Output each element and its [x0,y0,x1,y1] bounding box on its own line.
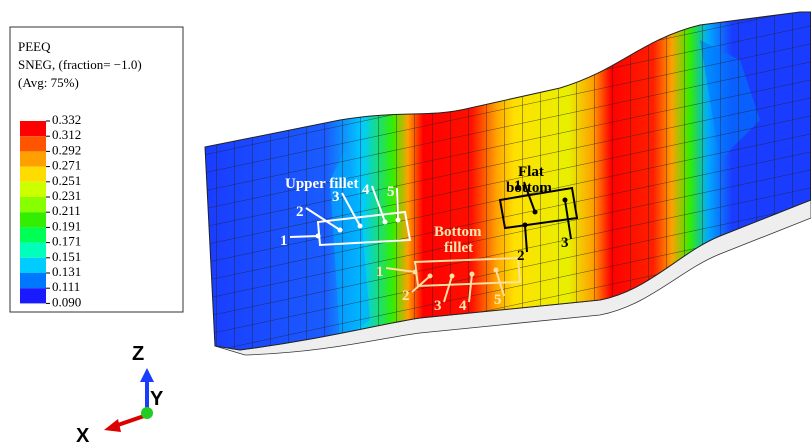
arrow-head [383,220,388,225]
legend-swatch [20,182,46,197]
pointer-arrow [397,188,398,220]
axis-y: Y [150,388,164,410]
arrow-head [413,270,418,275]
legend-swatch [20,121,46,136]
legend-title: (Avg: 75%) [18,75,79,90]
arrow-head [428,274,433,279]
legend-level: 0.251 [52,173,81,188]
legend-swatch [20,136,46,151]
legend-swatch [20,151,46,166]
point-label: 2 [296,204,304,220]
legend-level: 0.292 [52,142,81,157]
upper-fillet-label: Upper fillet [285,176,358,192]
legend-swatch [20,197,46,212]
legend-level: 0.151 [52,249,81,264]
bottom-fillet-label: fillet [444,240,473,256]
point-label: 5 [494,292,502,308]
legend-level: 0.332 [52,112,81,127]
axis-z: Z [132,343,144,365]
axis-x: X [76,425,90,444]
arrow-head [523,223,528,228]
bottom-fillet-label: Bottom [434,224,482,240]
point-label: 4 [362,182,370,198]
arrow-head [316,234,321,239]
point-label: 3 [434,298,442,314]
legend-swatch [20,227,46,242]
point-label: 4 [459,298,467,314]
legend-level: 0.171 [52,234,81,249]
arrow-head [396,218,401,223]
arrow-head [450,274,455,279]
legend-level: 0.111 [52,279,80,294]
legend-swatch [20,273,46,288]
point-label: 1 [280,233,288,249]
figure: PEEQ SNEG, (fraction= −1.0) (Avg: 75%) 0.33… [0,0,811,444]
legend-level: 0.131 [52,264,81,279]
legend-title: SNEG, (fraction= −1.0) [18,57,142,72]
legend-level: 0.312 [52,127,81,142]
legend-swatch [20,258,46,273]
legend-swatch [20,212,46,227]
pointer-arrow [290,236,318,237]
point-label: 3 [332,189,340,205]
arrow-head [358,224,363,229]
legend-level: 0.231 [52,188,81,203]
legend: PEEQ SNEG, (fraction= −1.0) (Avg: 75%) 0.33… [10,27,183,312]
legend-swatch [20,243,46,258]
legend-title: PEEQ [18,39,51,54]
legend-level: 0.271 [52,158,81,173]
point-label: 2 [517,248,525,264]
arrow-head [533,210,538,215]
point-label: 1 [514,178,522,194]
point-label: 5 [387,184,395,200]
point-label: 2 [402,288,410,304]
legend-swatch [20,288,46,303]
legend-swatch [20,167,46,182]
point-label: 1 [376,264,384,280]
point-label: 3 [561,235,569,251]
arrow-head [563,198,568,203]
arrow-head [494,268,499,273]
legend-level: 0.191 [52,218,81,233]
flat-bottom-label: Flat [518,164,544,180]
triad: Z Y X [76,343,164,444]
legend-level: 0.211 [52,203,81,218]
arrow-head [470,272,475,277]
arrow-head [338,228,343,233]
legend-level: 0.090 [52,294,81,309]
